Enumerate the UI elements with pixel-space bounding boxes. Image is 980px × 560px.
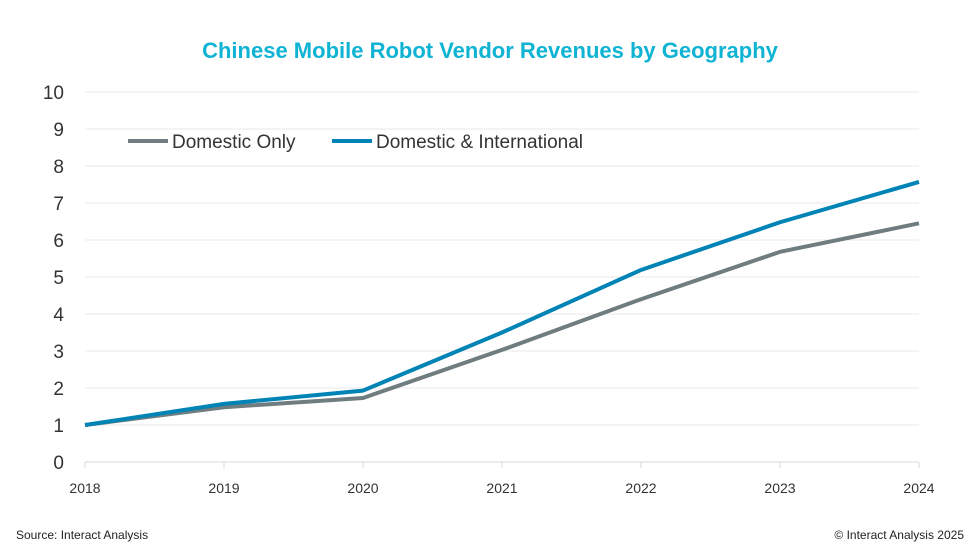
x-tick-label: 2020 xyxy=(347,480,378,496)
x-tick-label: 2022 xyxy=(625,480,656,496)
x-tick-label: 2021 xyxy=(486,480,517,496)
y-tick-label: 3 xyxy=(53,342,64,363)
y-tick-label: 0 xyxy=(53,453,64,474)
legend-label: Domestic Only xyxy=(172,132,296,153)
series-line-0 xyxy=(84,221,920,427)
x-tick-label: 2018 xyxy=(69,480,100,496)
y-tick-label: 5 xyxy=(53,268,64,289)
y-tick-label: 10 xyxy=(43,83,64,104)
y-tick-label: 7 xyxy=(53,194,64,215)
x-tick-label: 2024 xyxy=(903,480,934,496)
y-tick-label: 6 xyxy=(53,231,64,252)
y-tick-label: 9 xyxy=(53,120,64,141)
source-note: Source: Interact Analysis xyxy=(16,528,149,542)
chart-title: Chinese Mobile Robot Vendor Revenues by … xyxy=(202,38,778,63)
x-tick-label: 2023 xyxy=(764,480,795,496)
y-tick-label: 4 xyxy=(53,305,64,326)
x-tick-label: 2019 xyxy=(208,480,239,496)
y-tick-label: 8 xyxy=(53,157,64,178)
y-tick-label: 1 xyxy=(53,416,64,437)
legend-label: Domestic & International xyxy=(376,132,583,153)
copyright-note: © Interact Analysis 2025 xyxy=(834,528,964,542)
series-line-1 xyxy=(84,179,920,427)
y-tick-label: 2 xyxy=(53,379,64,400)
